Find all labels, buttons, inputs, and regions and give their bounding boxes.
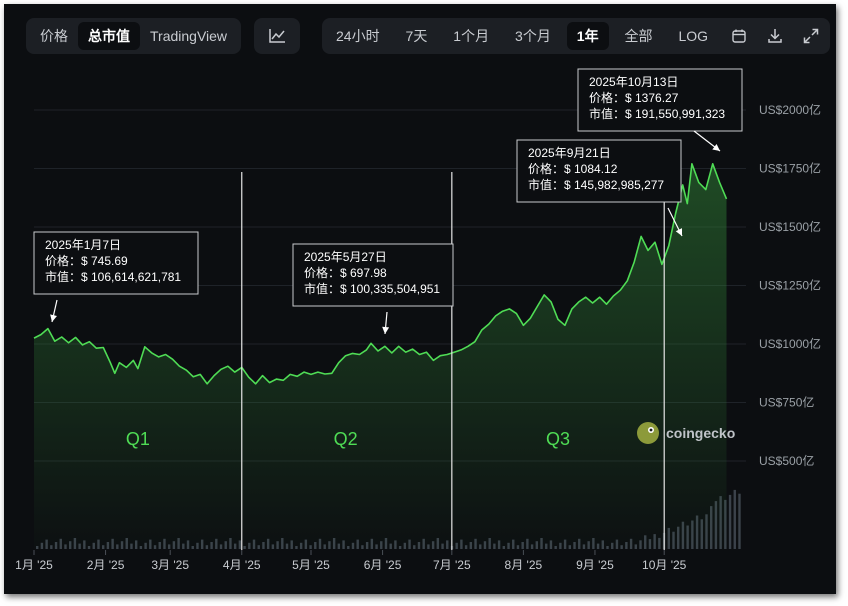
annotation-price: 价格：$ 1084.12 [528, 161, 618, 176]
annotation-date: 2025年5月27日 [304, 250, 387, 264]
calendar-icon[interactable] [724, 22, 754, 50]
price-area [33, 163, 728, 550]
annotation-market-cap: 市值：$ 106,614,621,781 [45, 269, 181, 284]
annotation-box [33, 231, 199, 295]
tab-range-7d[interactable]: 7天 [405, 28, 428, 44]
coingecko-logo: coingecko [637, 422, 735, 444]
annotation-arrow-head [50, 314, 57, 322]
annotation-market-cap: 市值：$ 191,550,991,323 [589, 106, 725, 121]
y-tick-label-2: US$1000亿 [759, 336, 821, 351]
y-tick-label-6: US$2000亿 [759, 102, 821, 117]
download-icon[interactable] [760, 22, 790, 50]
annotation-date: 2025年1月7日 [45, 238, 121, 252]
annotation-box [292, 243, 454, 307]
tab-range-all[interactable]: 全部 [624, 28, 653, 44]
series-line [33, 163, 728, 385]
tab-range-3m[interactable]: 3个月 [515, 28, 551, 44]
x-tick-label-5: 6月 '25 [364, 558, 402, 572]
x-tick-label-9: 10月 '25 [642, 558, 687, 572]
annotation-price: 价格：$ 745.69 [45, 253, 128, 268]
tab-price[interactable]: 价格 [40, 28, 68, 44]
x-tick-label-1: 2月 '25 [87, 558, 125, 572]
x-tick-label-7: 8月 '25 [505, 558, 543, 572]
x-tick-label-0: 1月 '25 [15, 558, 53, 572]
x-tick-label-8: 9月 '25 [576, 558, 614, 572]
x-tick-label-4: 5月 '25 [292, 558, 330, 572]
tab-range-1y[interactable]: 1年 [566, 22, 609, 50]
x-tick-label-3: 4月 '25 [223, 558, 261, 572]
tab-log-scale[interactable]: LOG [678, 28, 709, 44]
y-tick-label-1: US$750亿 [759, 395, 814, 410]
quarter-label-0: Q1 [126, 429, 150, 449]
x-tick-label-6: 7月 '25 [433, 558, 471, 572]
quarter-labels: Q1 Q2 Q3 [126, 429, 570, 449]
coingecko-wordmark: coingecko [666, 425, 735, 441]
volume-bar-147 [728, 494, 732, 549]
range-tab-group: 24小时 7天 1个月 3个月 1年 全部 LOG [322, 18, 830, 54]
tab-range-24h[interactable]: 24小时 [336, 28, 380, 44]
volume-bar-149 [738, 493, 741, 549]
chart-type-group [254, 18, 300, 54]
annotation-arrow-head [675, 228, 682, 236]
expand-icon[interactable] [796, 22, 826, 50]
y-tick-label-0: US$500亿 [759, 453, 814, 468]
area-fill [34, 163, 727, 550]
annotation-date: 2025年10月13日 [589, 75, 678, 89]
quarter-label-2: Q3 [546, 429, 570, 449]
tab-tradingview[interactable]: TradingView [150, 28, 228, 44]
annotation-box [577, 68, 743, 132]
view-tab-group: 价格 总市值 TradingView [26, 18, 242, 54]
y-axis: US$500亿 US$750亿 US$1000亿 US$1250亿 US$1500亿 US… [759, 102, 821, 468]
chart-frame: 价格 总市值 TradingView 24小时 7天 1个月 3个月 1年 全部… [4, 4, 836, 594]
x-tick-label-2: 3月 '25 [151, 558, 189, 572]
annotation-arrow-head [382, 326, 390, 334]
quarter-label-1: Q2 [334, 429, 358, 449]
annotation-market-cap: 市值：$ 100,335,504,951 [304, 281, 440, 296]
annotation-box [516, 139, 682, 203]
market-cap-chart: Q1 Q2 Q3 US$500亿US$750亿US$1000亿US$1250亿US$… [15, 68, 821, 572]
annotation-price: 价格：$ 1376.27 [589, 90, 679, 105]
x-axis: 1月 '25 2月 '25 3月 '25 4月 '25 5月 '25 6月 '25 7月 '… [15, 550, 687, 572]
y-tick-label-5: US$1750亿 [759, 161, 821, 176]
y-tick-label-4: US$1500亿 [759, 219, 821, 234]
line-chart-icon[interactable] [262, 22, 292, 50]
annotation-market-cap: 市值：$ 145,982,985,277 [528, 177, 664, 192]
tab-market-cap[interactable]: 总市值 [78, 22, 140, 50]
quarter-dividers [241, 172, 665, 550]
volume-bar-148 [733, 489, 736, 549]
annotation-price: 价格：$ 697.98 [304, 265, 387, 280]
annotation-date: 2025年9月21日 [528, 146, 611, 160]
annotation-arrow-head [712, 143, 720, 151]
y-tick-label-3: US$1250亿 [759, 278, 821, 293]
tab-range-1m[interactable]: 1个月 [453, 28, 490, 44]
